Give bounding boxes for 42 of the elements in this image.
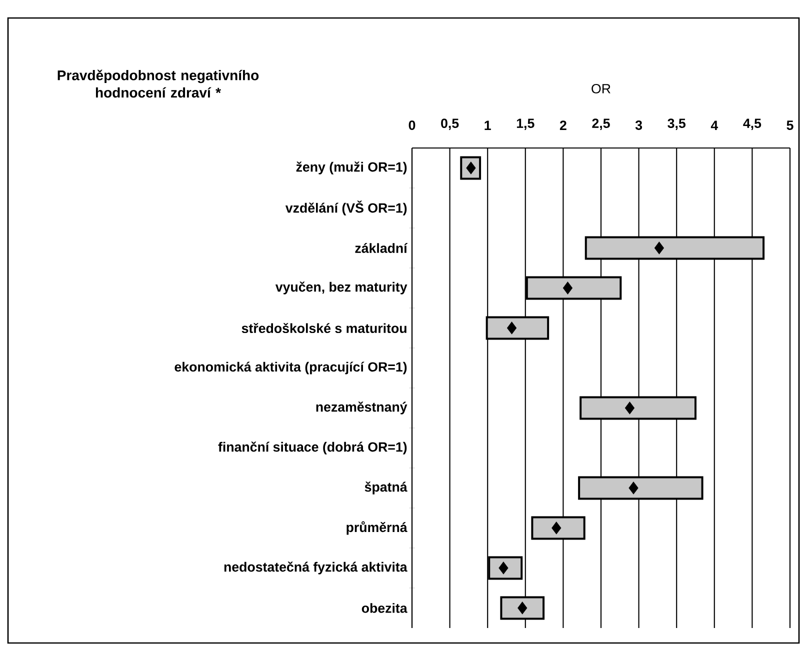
point xyxy=(552,522,562,534)
x-tick-label: 4,5 xyxy=(743,118,762,130)
bar xyxy=(531,516,586,540)
x-tick-label: 2,5 xyxy=(592,118,610,130)
point xyxy=(466,162,476,174)
y-tick-label: nezaměstnaný xyxy=(316,402,408,414)
y-tick-label: špatná xyxy=(364,482,408,494)
bar xyxy=(486,316,550,340)
y-tick-label: ženy (muži OR=1) xyxy=(296,162,407,174)
point xyxy=(507,322,517,334)
y-tick-label: nedostatečná fyzická aktivita xyxy=(224,562,408,574)
y-tick-label: obezita xyxy=(362,603,408,613)
x-axis-title: OR xyxy=(592,84,610,94)
point xyxy=(562,282,573,294)
x-tick-label: 3 xyxy=(635,120,642,130)
x-tick-label: 2 xyxy=(560,120,566,130)
bar xyxy=(584,236,765,260)
point xyxy=(654,242,664,254)
bar xyxy=(500,596,545,620)
y-tick-label: středoškolské s maturitou xyxy=(242,322,406,334)
point xyxy=(518,602,528,614)
bar xyxy=(488,556,523,580)
x-tick-label: 3,5 xyxy=(668,118,686,130)
y-tick-label: průměrná xyxy=(346,521,408,535)
point xyxy=(498,562,508,574)
x-tick-label: 0,5 xyxy=(441,118,459,130)
bar xyxy=(580,396,696,420)
text: Pravděpodobnost negativního hodnocení zdraví * xyxy=(58,70,259,98)
x-tick-label: 0 xyxy=(408,120,416,130)
y-tick-label: základní xyxy=(355,243,408,253)
bar xyxy=(578,476,704,500)
y-tick-label: vyučen, bez maturity xyxy=(275,282,408,294)
x-tick-label: 1 xyxy=(484,120,491,130)
y-tick-label: ekonomická aktivita (pracující OR=1) xyxy=(174,362,407,374)
y-tick-label: finanční situace (dobrá OR=1) xyxy=(218,442,407,454)
y-tick-label: vzdělání (VŠ OR=1) xyxy=(285,200,407,216)
point xyxy=(628,482,638,494)
bar xyxy=(526,276,622,300)
x-tick-label: 1,5 xyxy=(516,118,534,130)
point xyxy=(624,402,634,414)
x-tick-label: 5 xyxy=(786,120,794,130)
x-tick-label: 4 xyxy=(710,120,718,130)
